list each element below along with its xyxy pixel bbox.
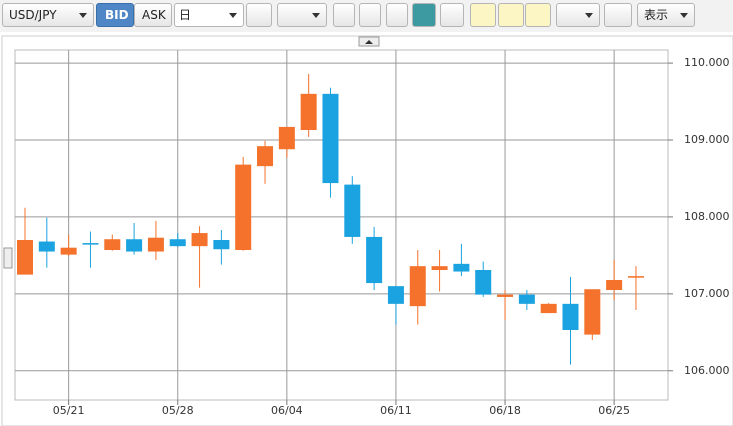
candle-body — [627, 276, 644, 278]
window-button[interactable] — [604, 3, 632, 27]
draw-select[interactable] — [556, 3, 600, 27]
chart-type-select[interactable] — [277, 3, 327, 27]
candle-body — [518, 294, 535, 304]
candle-body — [475, 270, 492, 295]
dropdown-arrow — [79, 13, 87, 18]
candle-body — [344, 184, 361, 237]
candle-body — [453, 263, 470, 272]
symbol-select[interactable]: USD/JPY — [2, 3, 94, 27]
display-select[interactable]: 表示 — [637, 3, 695, 27]
x-tick-label: 06/18 — [489, 404, 521, 417]
candle-body — [38, 241, 55, 252]
y-tick-label: 106.000 — [684, 364, 730, 377]
display-label: 表示 — [644, 8, 669, 22]
toolbar: USD/JPY BID ASK 日 表示 — [0, 0, 733, 32]
scroll-end[interactable] — [440, 3, 464, 27]
compare-button[interactable] — [246, 3, 272, 27]
bid-label: BID — [105, 8, 129, 22]
candle-body — [606, 280, 623, 290]
candle-body — [82, 243, 99, 245]
side-handle[interactable] — [3, 247, 13, 269]
plot-content: 106.000 107.000 108.000 109.000 110.000 05/21… — [15, 50, 730, 417]
candle-body — [213, 240, 230, 250]
plot-area — [14, 49, 669, 401]
candle-body — [17, 240, 33, 275]
dropdown-arrow — [680, 13, 688, 18]
dropdown-arrow — [312, 13, 320, 18]
y-tick-label: 110.000 — [684, 56, 730, 69]
y-tick-label: 109.000 — [684, 133, 730, 146]
period-select[interactable]: 日 — [174, 3, 244, 27]
x-tick-label: 05/21 — [53, 404, 85, 417]
candle-body — [431, 266, 448, 270]
y-tick-label: 108.000 — [684, 210, 730, 223]
candle-body — [235, 164, 252, 250]
candle-body — [257, 146, 274, 167]
indicator-remove[interactable] — [525, 3, 551, 27]
candle-body — [147, 237, 164, 252]
collapse-icon — [365, 40, 373, 44]
candle-body — [387, 286, 404, 304]
indicator-edit[interactable] — [498, 3, 524, 27]
x-tick-label: 06/04 — [271, 404, 303, 417]
ask-label: ASK — [142, 8, 166, 22]
zoom-out[interactable] — [359, 3, 381, 27]
candle-body — [300, 93, 317, 130]
symbol-label: USD/JPY — [9, 8, 57, 22]
candle-body — [409, 266, 426, 307]
candle-body — [169, 239, 186, 247]
y-tick-label: 107.000 — [684, 287, 730, 300]
candle-body — [126, 239, 143, 252]
bid-button[interactable]: BID — [96, 3, 134, 27]
candle-body — [104, 239, 121, 250]
candle-body — [562, 303, 579, 330]
candle-body — [540, 303, 557, 314]
x-tick-label: 06/25 — [598, 404, 630, 417]
dropdown-arrow — [229, 13, 237, 18]
candle-body — [191, 233, 208, 247]
period-label: 日 — [179, 8, 192, 22]
candle-body — [322, 93, 339, 184]
x-tick-label: 05/28 — [162, 404, 194, 417]
fit-button[interactable] — [386, 3, 408, 27]
x-tick-label: 06/11 — [380, 404, 412, 417]
candle-body — [366, 236, 383, 284]
zoom-in[interactable] — [333, 3, 355, 27]
cursor-button[interactable] — [412, 3, 436, 27]
ask-button[interactable]: ASK — [134, 3, 172, 27]
dropdown-arrow — [585, 13, 593, 18]
candle-body — [584, 289, 601, 335]
indicator-add[interactable] — [470, 3, 496, 27]
candle-body — [60, 247, 77, 255]
candle-body — [497, 294, 514, 297]
candle-body — [278, 126, 295, 150]
